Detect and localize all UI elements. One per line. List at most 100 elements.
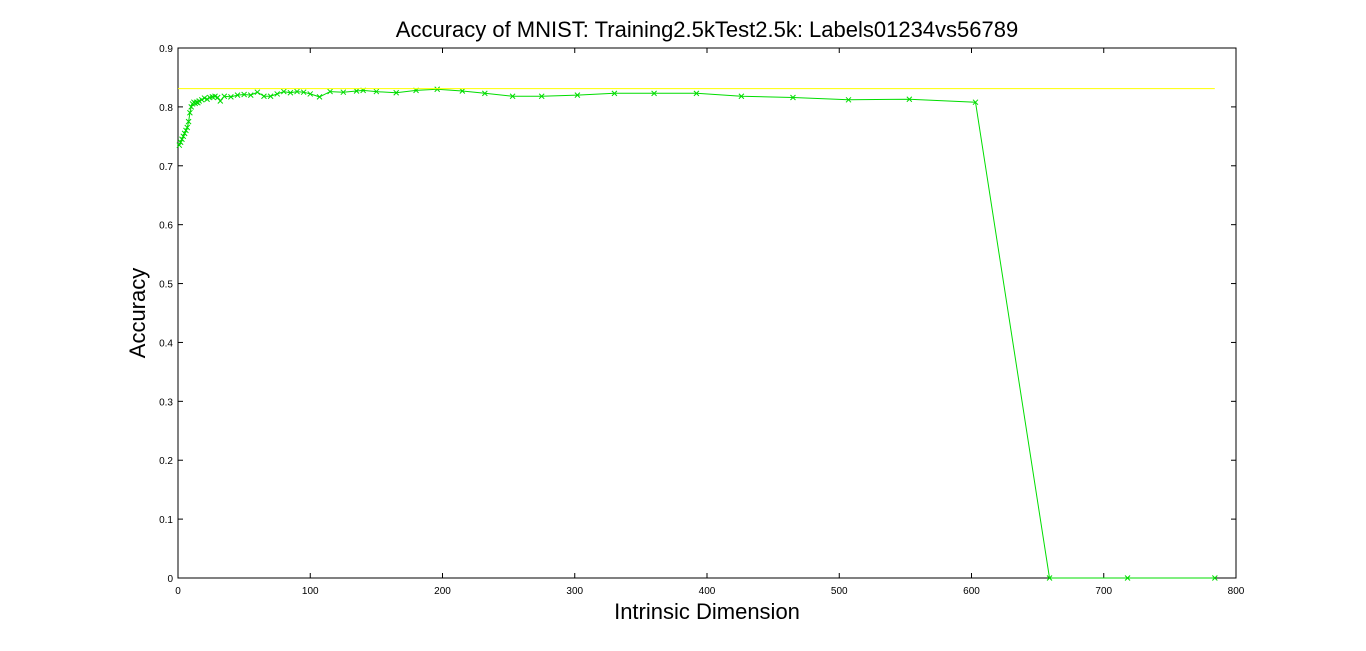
marker-stroke: [184, 124, 191, 131]
marker-stroke: [198, 96, 205, 103]
marker-stroke: [228, 94, 234, 100]
marker-stroke: [538, 93, 545, 100]
data-point-marker: [261, 93, 267, 100]
marker-stroke: [651, 90, 657, 97]
x-axis-label: Intrinsic Dimension: [614, 599, 800, 624]
marker-stroke: [261, 93, 267, 100]
y-tick-label: 0.4: [159, 338, 173, 349]
marker-stroke: [316, 94, 323, 100]
data-point-marker: [459, 88, 466, 94]
marker-stroke: [574, 92, 581, 98]
data-point-marker: [906, 96, 913, 103]
plot-area: 0 100 200 300 400 500 600 700 800 0 0.1 0.2 0.3 0.4 0.…: [159, 44, 1245, 597]
data-point-marker: [307, 91, 314, 97]
data-point-marker: [228, 94, 234, 100]
x-tick-label: 800: [1228, 586, 1245, 597]
data-point-marker: [247, 92, 254, 98]
marker-stroke: [234, 92, 241, 98]
marker-stroke: [176, 142, 183, 149]
data-point-marker: [241, 91, 247, 98]
data-point-marker: [185, 118, 192, 125]
x-tick-label: 300: [566, 586, 583, 597]
data-point-marker: [176, 142, 183, 149]
data-point-marker: [294, 88, 300, 95]
data-point-marker: [1211, 575, 1218, 581]
x-tick-label: 0: [175, 586, 181, 597]
marker-stroke: [287, 89, 294, 96]
series-layer: [176, 86, 1218, 581]
marker-stroke: [738, 93, 745, 100]
marker-stroke: [1211, 575, 1218, 581]
data-point-marker: [221, 93, 228, 100]
marker-stroke: [247, 92, 254, 98]
marker-stroke: [340, 89, 347, 96]
marker-stroke: [327, 88, 333, 95]
data-point-marker: [198, 96, 205, 103]
y-tick-label: 0.9: [159, 44, 173, 55]
marker-stroke: [307, 91, 314, 97]
x-tick-label: 200: [434, 586, 451, 597]
plot-frame: [177, 47, 1237, 579]
marker-stroke: [393, 89, 400, 96]
marker-stroke: [241, 91, 247, 98]
marker-stroke: [1046, 575, 1053, 581]
data-point-marker: [1124, 575, 1131, 581]
data-point-marker: [538, 93, 545, 100]
data-point-marker: [481, 90, 488, 97]
chart-title: Accuracy of MNIST: Training2.5kTest2.5k:…: [396, 17, 1018, 42]
marker-stroke: [693, 90, 700, 97]
data-point-marker: [373, 88, 380, 95]
marker-stroke: [280, 88, 287, 95]
data-point-marker: [611, 90, 618, 97]
data-point-marker: [738, 93, 745, 100]
data-point-marker: [316, 94, 323, 100]
marker-stroke: [274, 91, 281, 97]
data-point-marker: [217, 98, 224, 104]
marker-stroke: [509, 93, 516, 100]
data-point-marker: [393, 89, 400, 96]
data-point-marker: [1046, 575, 1053, 581]
x-tick-label: 500: [831, 586, 848, 597]
data-point-marker: [234, 92, 241, 98]
data-point-marker: [280, 88, 287, 95]
data-point-marker: [340, 89, 347, 96]
marker-stroke: [300, 89, 307, 96]
y-tick-label: 0.6: [159, 221, 173, 232]
marker-stroke: [267, 93, 274, 100]
data-point-marker: [434, 86, 441, 93]
data-point-marker: [254, 89, 261, 96]
data-point-marker: [287, 89, 294, 96]
marker-stroke: [611, 90, 618, 97]
marker-stroke: [254, 89, 261, 96]
marker-stroke: [212, 93, 218, 100]
x-tick-label: 400: [699, 586, 716, 597]
marker-stroke: [353, 88, 360, 94]
y-tick-label: 0.1: [159, 515, 173, 526]
data-point-marker: [183, 127, 189, 134]
y-tick-label: 0: [167, 574, 173, 585]
y-tick-label: 0.3: [159, 397, 173, 408]
marker-stroke: [906, 96, 913, 103]
marker-stroke: [179, 136, 185, 143]
data-point-marker: [972, 99, 979, 106]
marker-stroke: [481, 90, 488, 97]
marker-stroke: [459, 88, 466, 94]
data-point-marker: [274, 91, 281, 97]
marker-stroke: [185, 118, 192, 125]
marker-stroke: [187, 109, 193, 116]
data-point-marker: [181, 130, 188, 137]
data-point-marker: [353, 88, 360, 94]
y-tick-label: 0.5: [159, 280, 173, 291]
marker-stroke: [181, 130, 188, 137]
x-tick-label: 100: [302, 586, 319, 597]
marker-stroke: [180, 133, 187, 140]
x-tick-label: 600: [963, 586, 980, 597]
data-point-marker: [184, 124, 191, 131]
data-point-marker: [204, 96, 210, 103]
marker-stroke: [373, 88, 380, 95]
data-point-marker: [214, 94, 221, 101]
marker-stroke: [217, 98, 224, 104]
data-point-marker: [180, 133, 187, 140]
data-point-marker: [327, 88, 333, 95]
